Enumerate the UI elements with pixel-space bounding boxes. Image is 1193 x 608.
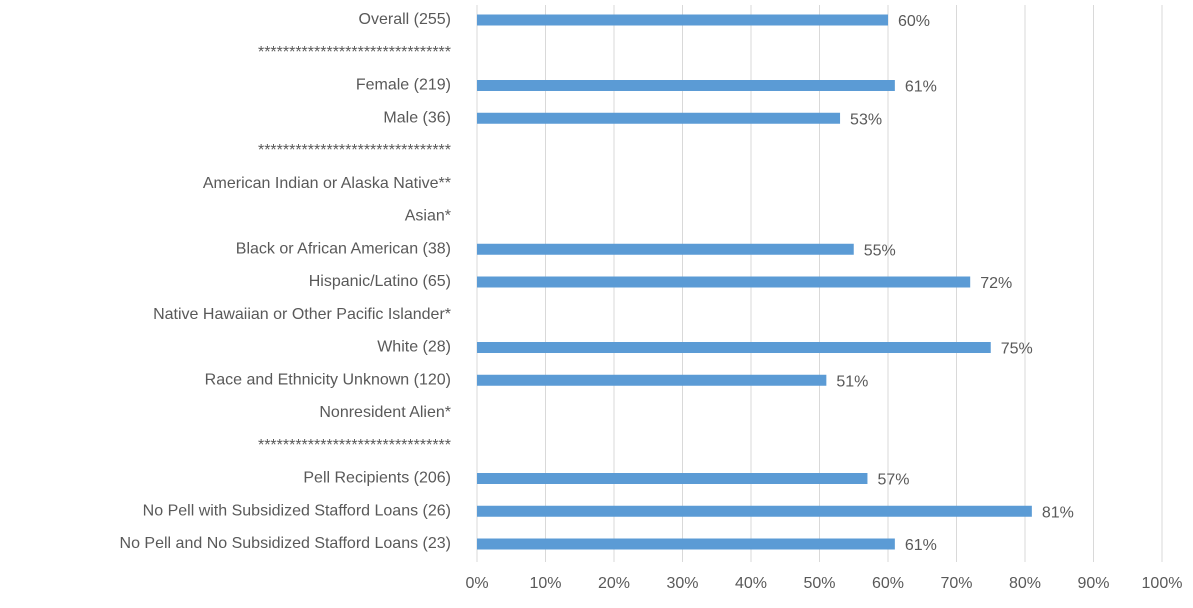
y-tick-label: No Pell with Subsidized Stafford Loans (…	[143, 502, 451, 519]
y-tick-label: White (28)	[377, 339, 451, 356]
y-tick-label: Male (36)	[383, 109, 451, 126]
data-label: 60%	[898, 13, 930, 30]
data-label: 55%	[864, 242, 896, 259]
x-tick-label: 70%	[940, 575, 972, 592]
bar	[477, 276, 971, 288]
x-tick-label: 0%	[465, 575, 488, 592]
y-tick-label: Race and Ethnicity Unknown (120)	[205, 371, 451, 388]
x-tick-label: 80%	[1009, 575, 1041, 592]
y-tick-label: Black or African American (38)	[236, 240, 451, 257]
x-tick-label: 50%	[803, 575, 835, 592]
data-label: 57%	[877, 472, 909, 489]
x-tick-label: 100%	[1142, 575, 1183, 592]
y-tick-label: *******************************	[258, 437, 451, 454]
y-tick-label: Overall (255)	[359, 11, 451, 28]
y-tick-label: Asian*	[405, 208, 451, 225]
bar	[477, 473, 868, 484]
y-tick-label: Native Hawaiian or Other Pacific Islande…	[153, 306, 451, 323]
y-tick-label: *******************************	[258, 44, 451, 61]
x-tick-label: 90%	[1077, 575, 1109, 592]
x-tick-label: 30%	[666, 575, 698, 592]
data-label: 61%	[905, 79, 937, 96]
bar	[477, 505, 1032, 517]
bar	[477, 112, 841, 124]
y-tick-label: Pell Recipients (206)	[303, 470, 451, 487]
data-label: 51%	[836, 373, 868, 390]
y-tick-label: Nonresident Alien*	[319, 404, 451, 421]
x-tick-label: 60%	[872, 575, 904, 592]
bar	[477, 14, 888, 26]
data-label: 75%	[1001, 341, 1033, 358]
data-label: 72%	[980, 275, 1012, 292]
bar	[477, 374, 827, 386]
y-tick-label: No Pell and No Subsidized Stafford Loans…	[120, 535, 451, 552]
data-label: 81%	[1042, 504, 1074, 521]
bar	[477, 80, 895, 91]
bar	[477, 342, 991, 353]
data-label: 53%	[850, 111, 882, 128]
y-tick-label: *******************************	[258, 142, 451, 159]
bar	[477, 538, 895, 550]
x-tick-label: 10%	[529, 575, 561, 592]
y-tick-label: American Indian or Alaska Native**	[203, 175, 451, 192]
x-tick-label: 20%	[598, 575, 630, 592]
bar	[477, 243, 854, 255]
data-label: 61%	[905, 537, 937, 554]
y-tick-label: Hispanic/Latino (65)	[309, 273, 451, 290]
y-tick-label: Female (219)	[356, 77, 451, 94]
x-tick-label: 40%	[735, 575, 767, 592]
